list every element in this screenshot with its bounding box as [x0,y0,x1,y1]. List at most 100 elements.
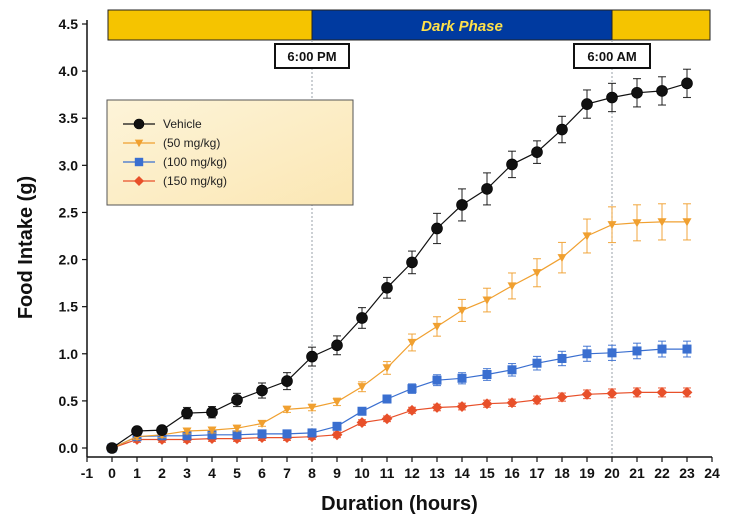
legend-label: (100 mg/kg) [163,155,227,169]
data-point [332,421,342,431]
data-point [381,413,393,425]
x-tick-label: 15 [479,465,495,481]
legend-label: (50 mg/kg) [163,136,220,150]
data-point [232,424,242,433]
x-tick-label: 7 [283,465,291,481]
data-point [407,384,417,394]
data-point [482,296,492,305]
data-point [257,429,267,439]
data-point [331,429,343,441]
data-point [356,312,368,324]
data-point [156,424,168,436]
data-point [631,387,643,398]
data-point [432,375,442,385]
time-marker-6pm: 6:00 PM [274,43,350,69]
x-tick-label: 12 [404,465,420,481]
y-tick-label: 3.5 [59,110,79,126]
data-point [656,85,668,97]
data-point [432,322,442,331]
x-tick-label: 11 [380,465,395,481]
data-point [606,91,618,104]
x-tick-label: 2 [158,465,166,481]
series-0 [106,68,693,454]
data-point [207,426,217,435]
data-point [506,158,518,171]
data-point [207,430,217,440]
x-tick-label: 19 [579,465,595,481]
legend-marker [134,157,144,167]
data-point [581,388,593,400]
data-point [331,339,343,352]
x-tick-label: 3 [183,465,191,481]
data-point [481,398,493,410]
data-point [357,383,367,392]
data-point [456,401,468,412]
time-marker-6am: 6:00 AM [573,43,651,69]
legend-marker [133,175,145,187]
data-point [356,417,368,428]
x-tick-label: 17 [529,465,545,481]
data-point [506,397,518,409]
legend: Vehicle (50 mg/kg) (100 mg/kg) (150 mg/kg) [106,99,354,206]
data-point [656,387,668,398]
time-label-6pm: 6:00 PM [287,49,336,64]
data-point [682,344,692,354]
legend-box [106,99,354,206]
x-tick-label: 21 [629,465,645,481]
y-tick-label: 2.0 [59,252,79,268]
x-tick-label: 16 [504,465,520,481]
dark-phase-bar: Dark Phase [107,9,711,41]
data-point [507,365,517,375]
data-point [181,407,193,419]
x-tick-label: 1 [133,465,141,481]
data-point [606,387,618,399]
x-tick-label: 6 [258,465,266,481]
data-point [481,183,493,195]
x-tick-label: -1 [81,465,94,481]
data-point [532,269,542,278]
y-tick-label: 4.5 [59,16,79,32]
y-tick-label: 2.5 [59,204,79,220]
y-tick-label: 1.0 [59,346,79,362]
data-point [382,364,392,373]
data-point [431,222,443,235]
legend-label: (150 mg/kg) [163,174,227,188]
data-point [682,218,692,227]
data-point [581,98,593,110]
data-point [407,338,417,347]
x-tick-label: 9 [333,465,341,481]
data-point [532,358,542,368]
x-tick-label: 10 [354,465,370,481]
x-tick-label: 13 [429,465,445,481]
data-point [531,146,543,158]
data-point [482,370,492,380]
legend-marker [134,139,144,148]
data-point [582,232,592,241]
x-tick-label: 22 [654,465,670,481]
data-point [182,431,192,441]
data-point [607,348,617,358]
data-point [106,442,118,454]
data-point [507,282,517,291]
x-tick-label: 0 [108,465,116,481]
data-point [457,373,467,383]
data-point [556,123,568,136]
x-axis-title: Duration (hours) [321,493,478,515]
time-label-6am: 6:00 AM [587,49,636,64]
data-point [632,219,642,228]
data-point [456,199,468,211]
dark-phase-label: Dark Phase [421,18,503,35]
data-point [231,394,243,406]
y-axis-title: Food Intake (g) [15,176,37,319]
data-point [607,221,617,230]
y-axis-ticks: 0.0 0.5 1.0 1.5 2.0 2.5 3.0 3.5 4.0 4.5 [59,16,87,456]
data-point [557,254,567,263]
data-point [582,349,592,359]
legend-marker [133,118,145,130]
y-tick-label: 4.0 [59,63,79,79]
series-2 [107,340,692,453]
light-phase-left [107,9,313,41]
data-point [282,429,292,439]
data-point [556,391,568,403]
